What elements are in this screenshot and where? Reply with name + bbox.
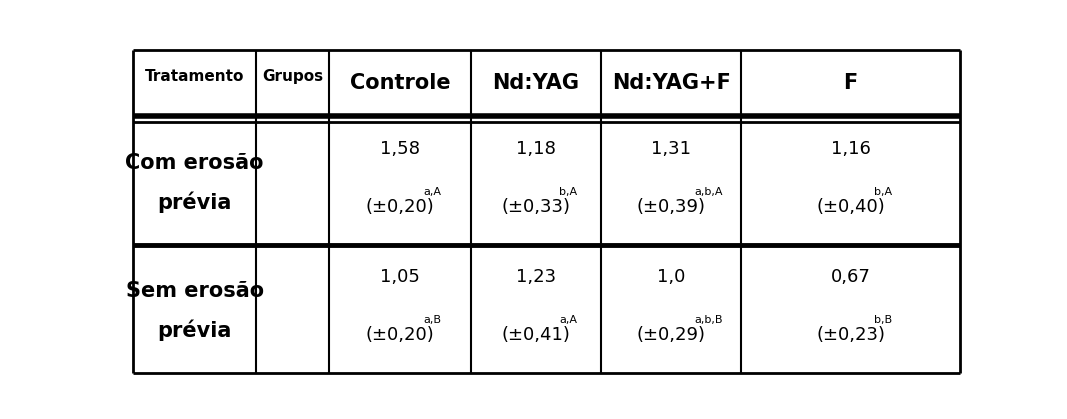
Text: 1,58: 1,58	[380, 140, 420, 158]
Text: prévia: prévia	[157, 191, 232, 213]
Text: prévia: prévia	[157, 319, 232, 341]
Text: 0,67: 0,67	[831, 268, 871, 286]
Text: a,A: a,A	[559, 316, 577, 326]
Text: F: F	[844, 73, 858, 93]
Text: Nd:YAG+F: Nd:YAG+F	[611, 73, 731, 93]
Text: Sem erosão: Sem erosão	[126, 282, 264, 301]
Text: (±0,29): (±0,29)	[637, 326, 705, 344]
Text: Nd:YAG: Nd:YAG	[493, 73, 579, 93]
Text: (±0,33): (±0,33)	[501, 198, 571, 216]
Text: (±0,20): (±0,20)	[366, 326, 434, 344]
Text: 1,23: 1,23	[516, 268, 556, 286]
Text: a,B: a,B	[424, 316, 442, 326]
Text: Grupos: Grupos	[262, 70, 323, 84]
Text: Com erosão: Com erosão	[125, 153, 264, 173]
Text: a,b,A: a,b,A	[695, 187, 723, 197]
Text: b,B: b,B	[874, 316, 892, 326]
Text: b,A: b,A	[874, 187, 892, 197]
Text: (±0,41): (±0,41)	[501, 326, 571, 344]
Text: (±0,23): (±0,23)	[816, 326, 886, 344]
Text: 1,18: 1,18	[516, 140, 556, 158]
Text: 1,31: 1,31	[651, 140, 691, 158]
Text: b,A: b,A	[559, 187, 577, 197]
Text: Tratamento: Tratamento	[145, 70, 244, 84]
Text: (±0,40): (±0,40)	[816, 198, 886, 216]
Text: a,b,B: a,b,B	[695, 316, 723, 326]
Text: (±0,39): (±0,39)	[637, 198, 705, 216]
Text: 1,16: 1,16	[831, 140, 871, 158]
Text: 1,0: 1,0	[657, 268, 685, 286]
Text: Controle: Controle	[350, 73, 450, 93]
Text: (±0,20): (±0,20)	[366, 198, 434, 216]
Text: a,A: a,A	[424, 187, 442, 197]
Text: 1,05: 1,05	[380, 268, 420, 286]
